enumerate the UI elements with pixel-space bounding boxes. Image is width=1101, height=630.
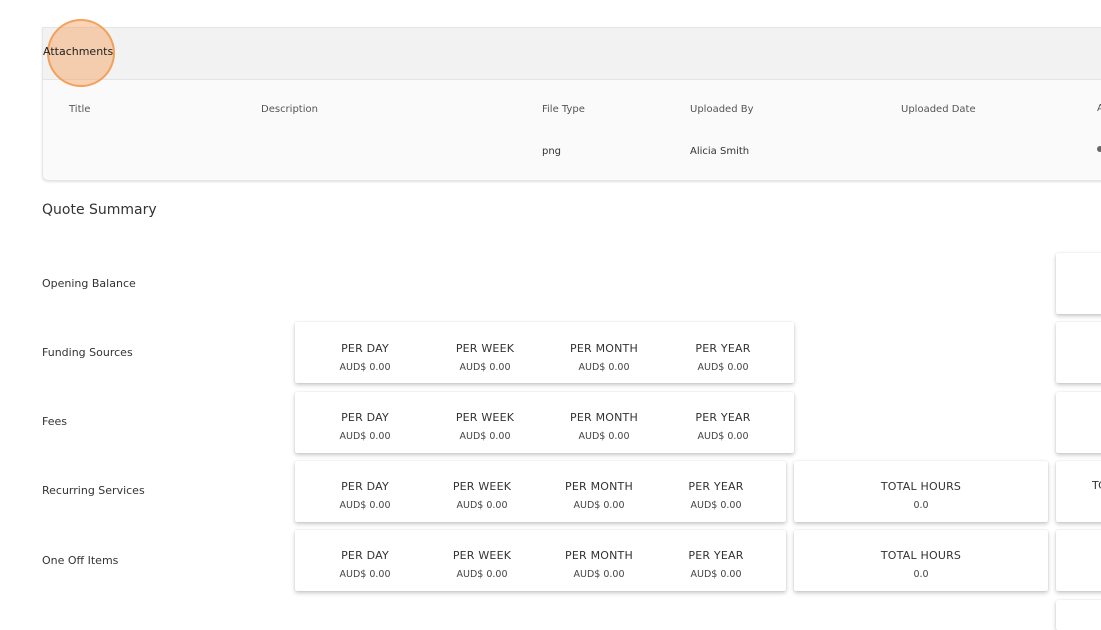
metric-per-week: PER WEEK AUD$ 0.00	[422, 480, 542, 511]
column-header-file-type[interactable]: File Type	[542, 104, 585, 115]
row-label-fees: Fees	[42, 415, 67, 428]
metric-value: AUD$ 0.00	[339, 362, 391, 373]
metric-value: AUD$ 0.00	[578, 431, 630, 442]
metric-value: AUD$ 0.00	[339, 569, 391, 580]
metric-label: PER DAY	[341, 342, 389, 355]
metric-per-month: PER MONTH AUD$ 0.00	[544, 342, 664, 373]
metric-per-month: PER MONTH AUD$ 0.00	[539, 480, 659, 511]
opening-balance-card	[1056, 253, 1101, 314]
metric-total-hours: TOTAL HOURS 0.0	[861, 480, 981, 511]
metric-value: AUD$ 0.00	[459, 431, 511, 442]
metric-per-year: PER YEAR AUD$ 0.00	[656, 480, 776, 511]
metric-label: PER WEEK	[455, 411, 515, 424]
metric-value: AUD$ 0.00	[578, 362, 630, 373]
metric-label: PER YEAR	[695, 411, 751, 424]
fees-card: PER DAY AUD$ 0.00 PER WEEK AUD$ 0.00 PER…	[295, 392, 794, 453]
metric-value: AUD$ 0.00	[456, 500, 508, 511]
metric-label: TOTAL HOURS	[880, 480, 962, 493]
metric-value: AUD$ 0.00	[339, 431, 391, 442]
metric-label: PER DAY	[341, 411, 389, 424]
metric-label: PER YEAR	[688, 480, 744, 493]
fees-edge-card	[1056, 392, 1101, 453]
metric-value: AUD$ 0.00	[459, 362, 511, 373]
metric-label: PER MONTH	[565, 480, 633, 493]
cell-file-type: png	[542, 146, 562, 157]
quote-summary-title: Quote Summary	[42, 202, 157, 218]
metric-label: PER YEAR	[695, 342, 751, 355]
metric-label: PER YEAR	[688, 549, 744, 562]
metric-value: AUD$ 0.00	[573, 569, 625, 580]
row-label-funding-sources: Funding Sources	[42, 346, 133, 359]
row-label-opening-balance: Opening Balance	[42, 277, 136, 290]
metric-label: PER MONTH	[565, 549, 633, 562]
metric-value: AUD$ 0.00	[690, 500, 742, 511]
metric-per-day: PER DAY AUD$ 0.00	[305, 480, 425, 511]
attachments-title[interactable]: Attachments	[43, 45, 114, 58]
metric-value: 0.0	[913, 500, 929, 511]
recurring-services-card: PER DAY AUD$ 0.00 PER WEEK AUD$ 0.00 PER…	[295, 461, 786, 522]
attachments-header[interactable]: Attachments	[43, 19, 1101, 87]
column-header-uploaded-by[interactable]: Uploaded By	[690, 104, 754, 115]
cell-uploaded-by: Alicia Smith	[690, 146, 750, 157]
metric-value: AUD$ 0.00	[456, 569, 508, 580]
column-header-uploaded-date[interactable]: Uploaded Date	[901, 104, 976, 115]
metric-per-year: PER YEAR AUD$ 0.00	[663, 411, 783, 442]
row-actions-icon[interactable]	[1097, 146, 1101, 152]
metric-per-month: PER MONTH AUD$ 0.00	[544, 411, 664, 442]
metric-per-week: PER WEEK AUD$ 0.00	[425, 411, 545, 442]
metric-label: PER WEEK	[452, 480, 512, 493]
one-off-items-hours-card: TOTAL HOURS 0.0	[794, 530, 1048, 591]
metric-label: PER WEEK	[452, 549, 512, 562]
metric-per-day: PER DAY AUD$ 0.00	[305, 342, 425, 373]
attachments-panel: Attachments Title Description File Type …	[42, 19, 1101, 181]
metric-per-day: PER DAY AUD$ 0.00	[305, 411, 425, 442]
column-header-description[interactable]: Description	[261, 104, 318, 115]
metric-value: 0.0	[913, 569, 929, 580]
column-header-actions[interactable]: A	[1097, 103, 1101, 114]
funding-sources-card: PER DAY AUD$ 0.00 PER WEEK AUD$ 0.00 PER…	[295, 322, 794, 383]
metric-per-year: PER YEAR AUD$ 0.00	[663, 342, 783, 373]
column-header-title[interactable]: Title	[69, 104, 91, 115]
metric-label: PER DAY	[341, 549, 389, 562]
metric-per-year: PER YEAR AUD$ 0.00	[656, 549, 776, 580]
metric-label: PER MONTH	[570, 342, 638, 355]
recurring-services-edge-card: TC	[1056, 461, 1101, 522]
metric-per-month: PER MONTH AUD$ 0.00	[539, 549, 659, 580]
metric-value: AUD$ 0.00	[697, 362, 749, 373]
metric-label: TOTAL HOURS	[880, 549, 962, 562]
funding-sources-edge-card	[1056, 322, 1101, 383]
metric-per-week: PER WEEK AUD$ 0.00	[422, 549, 542, 580]
row-label-one-off-items: One Off Items	[42, 554, 119, 567]
metric-label: PER MONTH	[570, 411, 638, 424]
edge-card-label: TC	[1092, 479, 1101, 492]
metric-label: PER DAY	[341, 480, 389, 493]
metric-per-day: PER DAY AUD$ 0.00	[305, 549, 425, 580]
metric-total-hours: TOTAL HOURS 0.0	[861, 549, 981, 580]
one-off-items-card: PER DAY AUD$ 0.00 PER WEEK AUD$ 0.00 PER…	[295, 530, 786, 591]
metric-label: PER WEEK	[455, 342, 515, 355]
metric-value: AUD$ 0.00	[339, 500, 391, 511]
next-edge-card	[1056, 600, 1101, 630]
recurring-services-hours-card: TOTAL HOURS 0.0	[794, 461, 1048, 522]
metric-value: AUD$ 0.00	[690, 569, 742, 580]
metric-per-week: PER WEEK AUD$ 0.00	[425, 342, 545, 373]
metric-value: AUD$ 0.00	[697, 431, 749, 442]
metric-value: AUD$ 0.00	[573, 500, 625, 511]
one-off-items-edge-card	[1056, 530, 1101, 591]
row-label-recurring-services: Recurring Services	[42, 484, 145, 497]
click-indicator	[47, 19, 115, 87]
